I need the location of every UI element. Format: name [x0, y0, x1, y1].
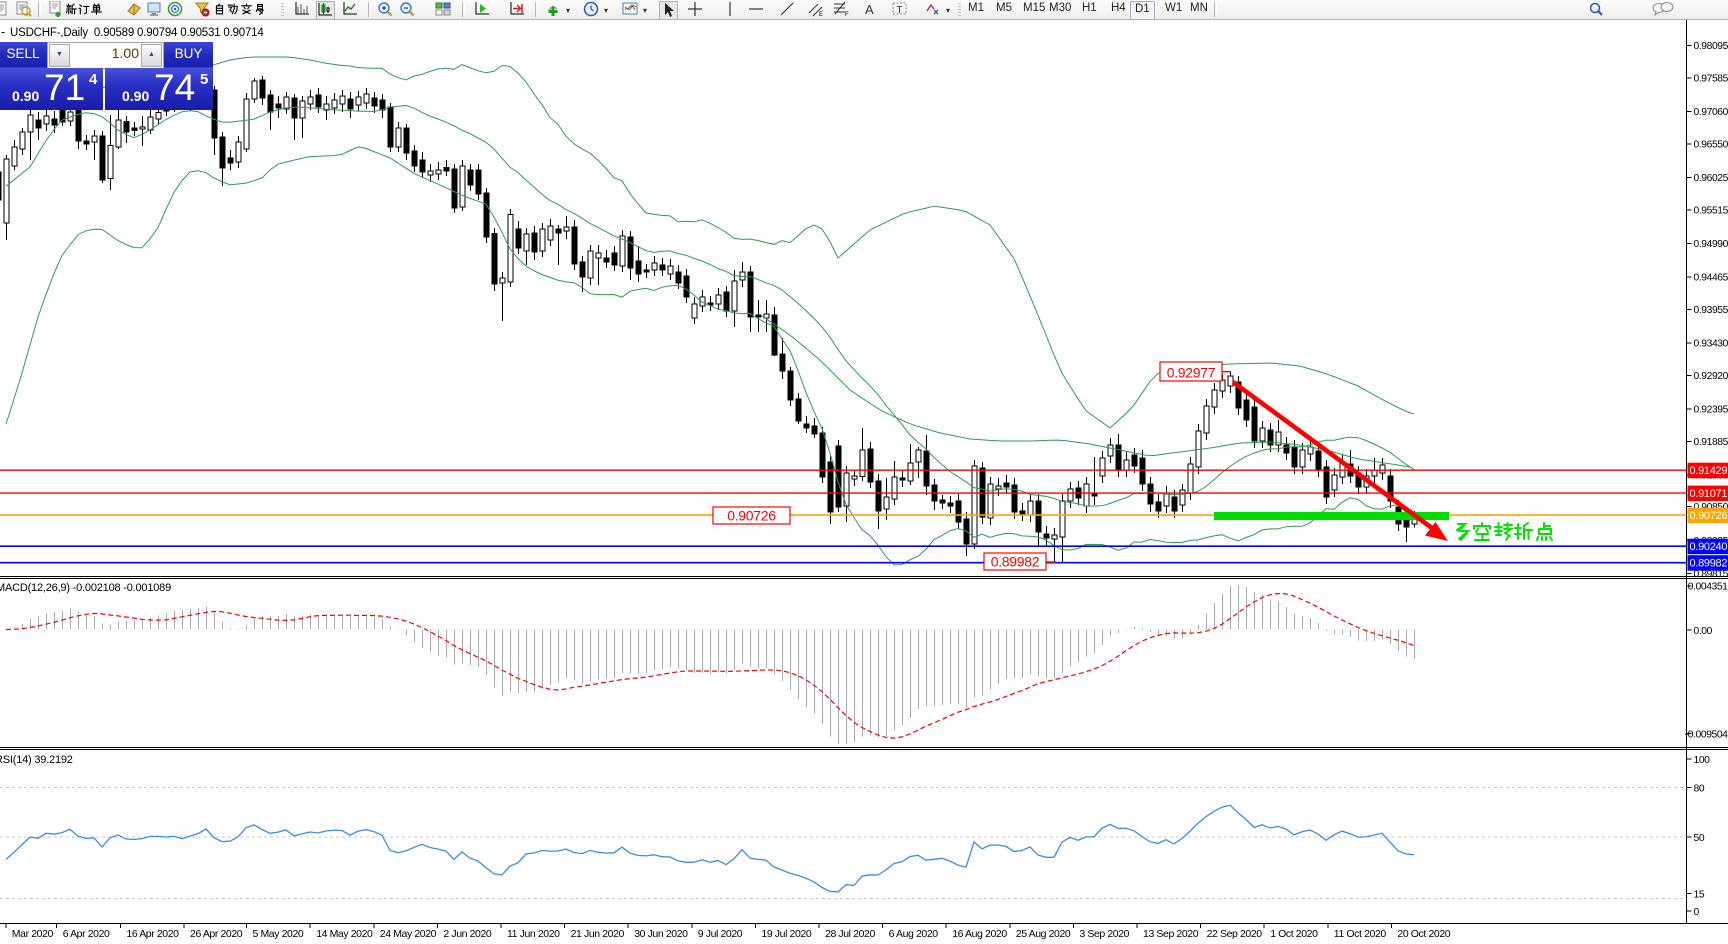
svg-text:USDCHF-,Daily 0.90589 0.90794: USDCHF-,Daily 0.90589 0.90794 0.90531 0.… — [10, 27, 264, 39]
svg-text:0.91429: 0.91429 — [1690, 465, 1728, 477]
svg-text:0.89815: 0.89815 — [1694, 569, 1728, 580]
svg-text:0.98095: 0.98095 — [1694, 41, 1728, 52]
svg-text:0.94990: 0.94990 — [1694, 239, 1728, 250]
svg-text:15: 15 — [1694, 889, 1705, 900]
svg-text:0.97585: 0.97585 — [1694, 74, 1728, 85]
svg-text:1 Oct 2020: 1 Oct 2020 — [1270, 928, 1318, 940]
svg-text:0: 0 — [1694, 907, 1700, 918]
svg-text:0.92920: 0.92920 — [1694, 371, 1728, 382]
svg-text:11 Jun 2020: 11 Jun 2020 — [507, 928, 560, 940]
svg-text:0.004351: 0.004351 — [1688, 582, 1728, 593]
svg-text:Mar 2020: Mar 2020 — [12, 928, 54, 940]
svg-text:F: F — [845, 12, 849, 17]
svg-text:24 May 2020: 24 May 2020 — [380, 928, 437, 940]
svg-text:3 Sep 2020: 3 Sep 2020 — [1079, 928, 1129, 940]
svg-text:26 Apr 2020: 26 Apr 2020 — [190, 928, 243, 940]
svg-text:0.89982: 0.89982 — [991, 554, 1040, 570]
svg-text:0.90726: 0.90726 — [1690, 510, 1728, 522]
svg-text:2 Jun 2020: 2 Jun 2020 — [443, 928, 492, 940]
svg-text:0.89982: 0.89982 — [1690, 558, 1728, 570]
svg-text:6 Aug 2020: 6 Aug 2020 — [889, 928, 939, 940]
svg-text:0.90850: 0.90850 — [1694, 502, 1728, 513]
svg-text:0.91885: 0.91885 — [1694, 437, 1728, 448]
svg-text:RSI(14) 39.2192: RSI(14) 39.2192 — [0, 754, 73, 766]
svg-text:28 Jul 2020: 28 Jul 2020 — [825, 928, 875, 940]
svg-text:100: 100 — [1694, 755, 1711, 766]
svg-text:21 Jun 2020: 21 Jun 2020 — [571, 928, 625, 940]
svg-text:30 Jun 2020: 30 Jun 2020 — [634, 928, 688, 940]
svg-text:-0.009504: -0.009504 — [1685, 729, 1728, 740]
svg-text:6 Apr 2020: 6 Apr 2020 — [63, 928, 110, 940]
svg-text:0.93430: 0.93430 — [1694, 339, 1728, 350]
svg-text:0.97060: 0.97060 — [1694, 107, 1728, 118]
svg-text:25 Aug 2020: 25 Aug 2020 — [1016, 928, 1071, 940]
svg-text:0.91071: 0.91071 — [1690, 488, 1728, 500]
svg-text:13 Sep 2020: 13 Sep 2020 — [1143, 928, 1199, 940]
svg-text:11 Oct 2020: 11 Oct 2020 — [1334, 928, 1387, 940]
svg-text:E: E — [819, 12, 823, 17]
svg-text:0.00: 0.00 — [1694, 626, 1713, 637]
svg-text:50: 50 — [1694, 833, 1705, 844]
svg-text:0.96025: 0.96025 — [1694, 173, 1728, 184]
svg-text:T: T — [897, 5, 903, 16]
svg-text:0.95515: 0.95515 — [1694, 206, 1728, 217]
svg-text:5 May 2020: 5 May 2020 — [253, 928, 304, 940]
svg-text:19 Jul 2020: 19 Jul 2020 — [761, 928, 811, 940]
svg-text:-: - — [1, 25, 5, 39]
svg-text:A: A — [865, 2, 874, 17]
svg-text:80: 80 — [1694, 783, 1705, 794]
svg-text:0.94465: 0.94465 — [1694, 273, 1728, 284]
svg-text:0.92395: 0.92395 — [1694, 405, 1728, 416]
svg-text:16 Aug 2020: 16 Aug 2020 — [952, 928, 1007, 940]
svg-text:0.90726: 0.90726 — [727, 508, 776, 524]
svg-text:0.90240: 0.90240 — [1690, 541, 1728, 553]
svg-text:MACD(12,26,9) -0.002108 -0.001: MACD(12,26,9) -0.002108 -0.001089 — [0, 582, 171, 594]
svg-text:20 Oct 2020: 20 Oct 2020 — [1397, 928, 1450, 940]
svg-text:9 Jul 2020: 9 Jul 2020 — [698, 928, 743, 940]
svg-text:0.96550: 0.96550 — [1694, 140, 1728, 151]
svg-text:0.92977: 0.92977 — [1167, 365, 1216, 381]
svg-text:0.93955: 0.93955 — [1694, 305, 1728, 316]
svg-text:14 May 2020: 14 May 2020 — [316, 928, 373, 940]
svg-text:16 Apr 2020: 16 Apr 2020 — [126, 928, 179, 940]
svg-text:22 Sep 2020: 22 Sep 2020 — [1207, 928, 1263, 940]
